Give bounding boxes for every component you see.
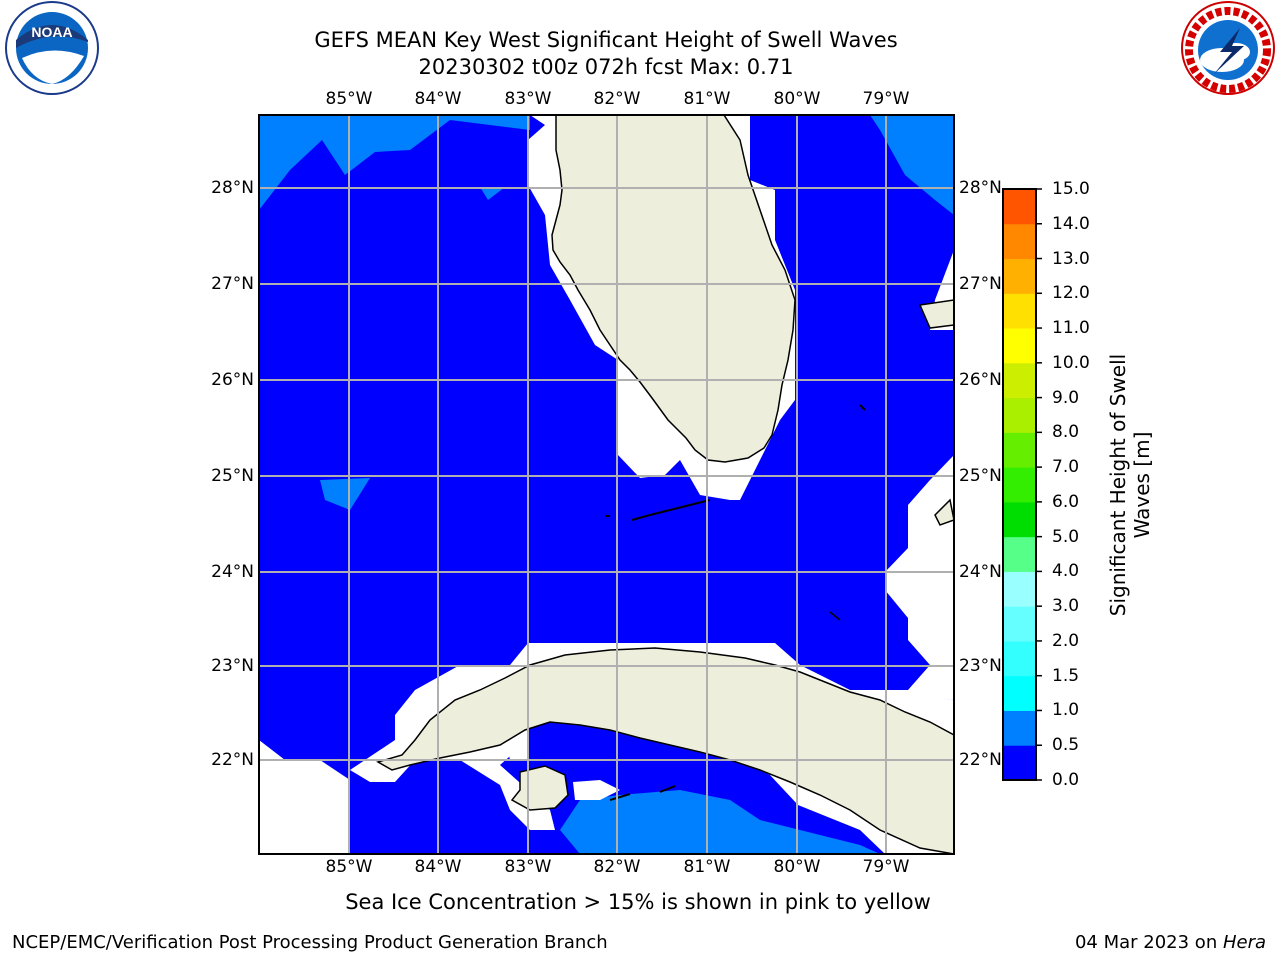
colorbar-tick-label: 13.0 <box>1052 248 1090 269</box>
colorbar-tick-label: 2.0 <box>1052 630 1080 651</box>
colorbar-tick-label: 3.0 <box>1052 596 1080 617</box>
colorbar-segment <box>1003 293 1036 329</box>
footnote: Sea Ice Concentration > 15% is shown in … <box>345 890 931 914</box>
lon-label-bottom: 83°W <box>504 857 552 877</box>
colorbar-tick-label: 10.0 <box>1052 352 1090 373</box>
lat-label-right: 26°N <box>959 370 1002 390</box>
colorbar-segment <box>1003 467 1036 503</box>
lon-label-top: 81°W <box>683 89 731 109</box>
lat-label-left: 27°N <box>211 274 254 294</box>
coastline <box>376 115 954 854</box>
colorbar-tick-label: 6.0 <box>1052 491 1080 512</box>
lat-label-right: 27°N <box>959 274 1002 294</box>
colorbar-tick-label: 1.0 <box>1052 700 1080 721</box>
noaa-logo-text: NOAA <box>31 24 72 40</box>
lat-label-right: 28°N <box>959 178 1002 198</box>
lon-label-top: 79°W <box>862 89 910 109</box>
colorbar-tick-label: 0.5 <box>1052 735 1080 756</box>
lon-label-bottom: 81°W <box>683 857 731 877</box>
florida-keys <box>631 499 711 521</box>
colorbar-segment <box>1003 432 1036 468</box>
lat-label-left: 28°N <box>211 178 254 198</box>
colorbar <box>1003 188 1042 781</box>
colorbar-segment <box>1003 223 1036 260</box>
colorbar-segment <box>1003 745 1036 781</box>
map-area <box>259 115 954 854</box>
colorbar-tick-label: 7.0 <box>1052 457 1080 478</box>
colorbar-segment <box>1003 397 1036 433</box>
swell-patch <box>259 115 530 210</box>
date-line: 04 Mar 2023 on Hera <box>1075 932 1266 953</box>
lat-label-left: 25°N <box>211 466 254 486</box>
colorbar-label: Significant Height of Swell Waves [m] <box>1106 353 1154 617</box>
bahamas <box>918 299 954 329</box>
lat-label-right: 24°N <box>959 562 1002 582</box>
colorbar-segment <box>1003 536 1036 572</box>
colorbar-segment <box>1003 640 1036 677</box>
lon-label-top: 84°W <box>414 89 462 109</box>
map-frame <box>258 114 955 855</box>
colorbar-tick-label: 12.0 <box>1052 283 1090 304</box>
colorbar-segment <box>1003 328 1036 364</box>
colorbar-tick-label: 8.0 <box>1052 422 1080 443</box>
lat-label-left: 22°N <box>211 750 254 770</box>
colorbar-segment <box>1003 189 1036 225</box>
colorbar-tick-label: 5.0 <box>1052 526 1080 547</box>
lon-label-top: 82°W <box>593 89 641 109</box>
nws-logo <box>1181 1 1275 95</box>
lat-label-right: 25°N <box>959 466 1002 486</box>
cuba <box>376 647 954 854</box>
chart-title: GEFS MEAN Key West Significant Height of… <box>314 28 898 52</box>
lat-label-right: 23°N <box>959 656 1002 676</box>
isla-de-la-juventud <box>510 765 569 811</box>
lat-label-right: 22°N <box>959 750 1002 770</box>
lat-label-left: 24°N <box>211 562 254 582</box>
florida <box>551 115 796 463</box>
colorbar-segment <box>1003 606 1036 642</box>
colorbar-tick-label: 15.0 <box>1052 179 1090 199</box>
colorbar-frame <box>1002 188 1037 781</box>
colorbar-segment <box>1003 501 1036 538</box>
lat-label-left: 26°N <box>211 370 254 390</box>
date-text: 04 Mar 2023 on <box>1074 932 1223 953</box>
lon-label-bottom: 80°W <box>773 857 821 877</box>
colorbar-tick-label: 1.5 <box>1052 665 1080 686</box>
lon-label-top: 85°W <box>325 89 373 109</box>
colorbar-tick-label: 4.0 <box>1052 561 1080 582</box>
colorbar-tick-label: 14.0 <box>1052 213 1090 234</box>
lon-label-top: 83°W <box>504 89 552 109</box>
colorbar-tick-label: 11.0 <box>1052 318 1090 339</box>
lon-label-top: 80°W <box>773 89 821 109</box>
lon-label-bottom: 85°W <box>325 857 373 877</box>
colorbar-segment <box>1003 571 1036 607</box>
host-name: Hera <box>1222 932 1266 953</box>
colorbar-segment <box>1003 258 1036 294</box>
colorbar-segment <box>1003 362 1036 399</box>
lat-label-left: 23°N <box>211 656 254 676</box>
graticule <box>259 115 954 854</box>
colorbar-tick-label: 0.0 <box>1052 770 1080 790</box>
colorbar-segment <box>1003 675 1036 711</box>
lon-label-bottom: 82°W <box>593 857 641 877</box>
colorbar-tick-label: 9.0 <box>1052 387 1080 408</box>
colorbar-segment <box>1003 710 1036 746</box>
credit-line: NCEP/EMC/Verification Post Processing Pr… <box>12 932 608 953</box>
chart-subtitle: 20230302 t00z 072h fcst Max: 0.71 <box>418 55 794 79</box>
lon-label-bottom: 79°W <box>862 857 910 877</box>
lon-label-bottom: 84°W <box>414 857 462 877</box>
noaa-logo: NOAA <box>5 1 99 95</box>
